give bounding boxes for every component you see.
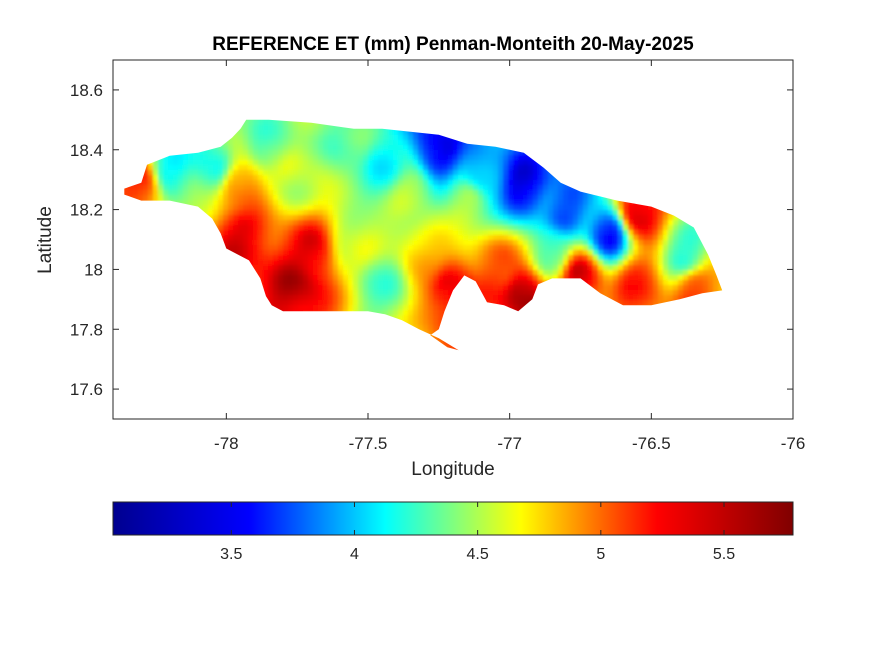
x-tick-label: -78 (214, 434, 239, 453)
colorbar (112, 501, 794, 536)
y-tick-label: 17.8 (70, 320, 103, 339)
map-title: REFERENCE ET (mm) Penman-Monteith 20-May… (212, 34, 694, 55)
y-tick-label: 17.6 (70, 380, 103, 399)
y-tick-label: 18.6 (70, 81, 103, 100)
y-tick-label: 18.4 (70, 141, 103, 160)
x-tick-label: -77 (497, 434, 522, 453)
colorbar-ticks: 3.5 4 4.5 5 5.5 (220, 502, 735, 563)
colorbar-tick-label: 4.5 (467, 546, 489, 563)
y-tick-label: 18 (84, 260, 103, 279)
colorbar-tick-label: 5 (596, 546, 605, 563)
y-tick-label: 18.2 (70, 201, 103, 220)
y-axis-ticks: 18.6 18.4 18.2 18 17.8 17.6 (70, 81, 793, 399)
colorbar-tick-label: 5.5 (713, 546, 735, 563)
y-axis-label: Latitude (35, 206, 56, 274)
colorbar-tick-label: 3.5 (220, 546, 242, 563)
colorbar-tick-label: 4 (350, 546, 359, 563)
x-tick-label: -76.5 (632, 434, 671, 453)
x-axis-ticks: -78 -77.5 -77 -76.5 -76 (214, 60, 805, 453)
x-tick-label: -76 (781, 434, 806, 453)
x-tick-label: -77.5 (349, 434, 388, 453)
x-axis-label: Longitude (411, 459, 495, 480)
